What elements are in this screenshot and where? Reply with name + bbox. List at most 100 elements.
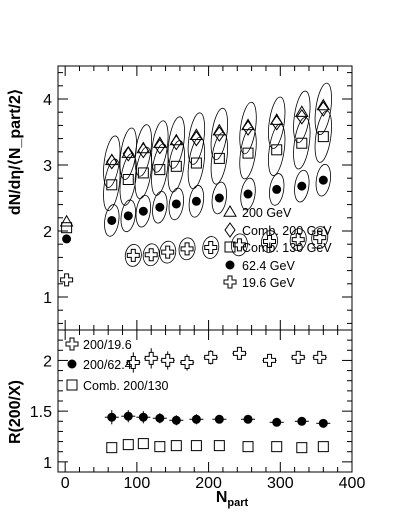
200-62-4-point xyxy=(123,411,133,421)
comb-200-130-point xyxy=(317,441,329,453)
comb-200-130-point xyxy=(213,440,225,452)
comb-200-130-point xyxy=(296,442,308,454)
comb-200-130-point xyxy=(242,441,254,453)
comb-200-130-point xyxy=(137,438,149,450)
200-62-4-point xyxy=(297,416,307,426)
x-tick-label: 100 xyxy=(124,475,151,492)
legend-label: Comb. 130 GeV xyxy=(242,241,332,255)
comb-130-gev-point xyxy=(170,160,182,172)
200-62-4-point xyxy=(318,418,328,428)
200-gev-point xyxy=(212,123,227,136)
200-62-4-point xyxy=(243,414,253,424)
200-62-4-point xyxy=(171,415,181,425)
62-4-gev-point xyxy=(171,199,181,209)
62-4-gev-point xyxy=(297,181,307,191)
comb-130-gev-point xyxy=(61,222,73,234)
200-19-6-point xyxy=(313,350,327,364)
62-4-gev-point xyxy=(62,234,72,244)
19-6-gev-point xyxy=(126,248,140,262)
error-ellipse xyxy=(168,187,184,221)
62-4-gev-point xyxy=(123,211,133,221)
200-gev-point xyxy=(152,136,167,148)
19-6-gev-point xyxy=(232,238,246,252)
comb-200-gev-point xyxy=(317,101,329,117)
200-62-4-point xyxy=(155,413,165,423)
19-6-gev-point xyxy=(313,231,327,245)
62-4-gev-point xyxy=(107,215,117,225)
error-ellipse xyxy=(178,237,196,261)
error-ellipse xyxy=(124,244,142,267)
comb-130-gev-point xyxy=(213,152,225,164)
19-6-gev-point xyxy=(263,235,277,249)
y-tick-label: 2 xyxy=(43,353,52,370)
legend-label: 200/19.6 xyxy=(83,338,132,352)
y-tick-label: 3 xyxy=(43,158,52,175)
error-ellipse xyxy=(314,82,332,136)
error-ellipse xyxy=(294,169,310,203)
x-tick-label: 400 xyxy=(339,475,366,492)
200-19-6-point xyxy=(180,355,194,369)
error-ellipse xyxy=(261,230,279,253)
200-19-6-point xyxy=(161,353,175,367)
error-ellipse xyxy=(239,101,257,155)
200-19-6-point xyxy=(204,350,218,364)
x-tick-label: 0 xyxy=(61,475,70,492)
comb-130-gev-point xyxy=(106,179,118,191)
62-4-gev-point xyxy=(318,175,328,185)
y-tick-label: 2 xyxy=(43,224,52,241)
200-19-6-point xyxy=(291,350,305,364)
19-6-gev-point xyxy=(144,248,158,262)
62-4-gev-point xyxy=(243,189,253,199)
comb-200-gev-point xyxy=(106,153,118,170)
error-ellipse xyxy=(135,194,152,228)
error-ellipse xyxy=(240,177,256,211)
200-62-4-point xyxy=(214,414,224,424)
error-ellipse xyxy=(142,243,160,267)
19-6-gev-point xyxy=(60,273,74,287)
comb-130-gev-point xyxy=(296,137,308,149)
legend-marker xyxy=(223,275,237,289)
error-ellipse xyxy=(134,124,152,177)
legend-marker xyxy=(67,359,77,369)
200-62-4-point xyxy=(138,412,148,422)
y-tick-label: 1 xyxy=(43,455,52,472)
error-ellipse xyxy=(120,199,136,233)
error-ellipse xyxy=(293,117,311,170)
bottom-y-axis-label: R(200/X) xyxy=(7,380,24,444)
error-ellipse xyxy=(230,233,248,257)
comb-130-gev-point xyxy=(122,174,134,186)
62-4-gev-point xyxy=(155,202,165,212)
200-62-4-point xyxy=(107,412,117,422)
200-62-4-point xyxy=(272,417,282,427)
error-ellipse xyxy=(211,181,228,215)
error-ellipse xyxy=(293,90,311,143)
y-tick-label: 1.5 xyxy=(30,404,52,421)
19-6-gev-point xyxy=(161,245,175,259)
legend-label: 200 GeV xyxy=(242,206,292,220)
error-ellipse xyxy=(103,135,121,188)
legend-marker xyxy=(66,379,78,391)
comb-130-gev-point xyxy=(137,167,149,179)
comb-200-130-point xyxy=(190,440,202,452)
comb-200-130-point xyxy=(154,441,166,453)
error-ellipse xyxy=(188,185,205,218)
x-axis-label: Npart xyxy=(216,489,249,509)
comb-200-130-point xyxy=(271,441,283,453)
comb-200-gev-point xyxy=(296,108,308,125)
comb-200-130-point xyxy=(122,439,134,451)
62-4-gev-point xyxy=(272,184,282,194)
200-19-6-point xyxy=(144,351,158,365)
62-4-gev-point xyxy=(214,193,224,203)
legend-marker xyxy=(224,222,236,238)
200-gev-point xyxy=(294,105,309,117)
error-ellipse xyxy=(187,112,206,165)
error-ellipse xyxy=(315,163,331,197)
62-4-gev-point xyxy=(191,196,201,206)
error-ellipse xyxy=(152,190,168,224)
comb-130-gev-point xyxy=(317,131,329,143)
comb-130-gev-point xyxy=(154,164,166,176)
200-gev-point xyxy=(189,128,204,140)
comb-200-gev-point xyxy=(170,134,182,151)
comb-200-gev-point xyxy=(213,126,225,142)
error-ellipse xyxy=(269,173,285,206)
